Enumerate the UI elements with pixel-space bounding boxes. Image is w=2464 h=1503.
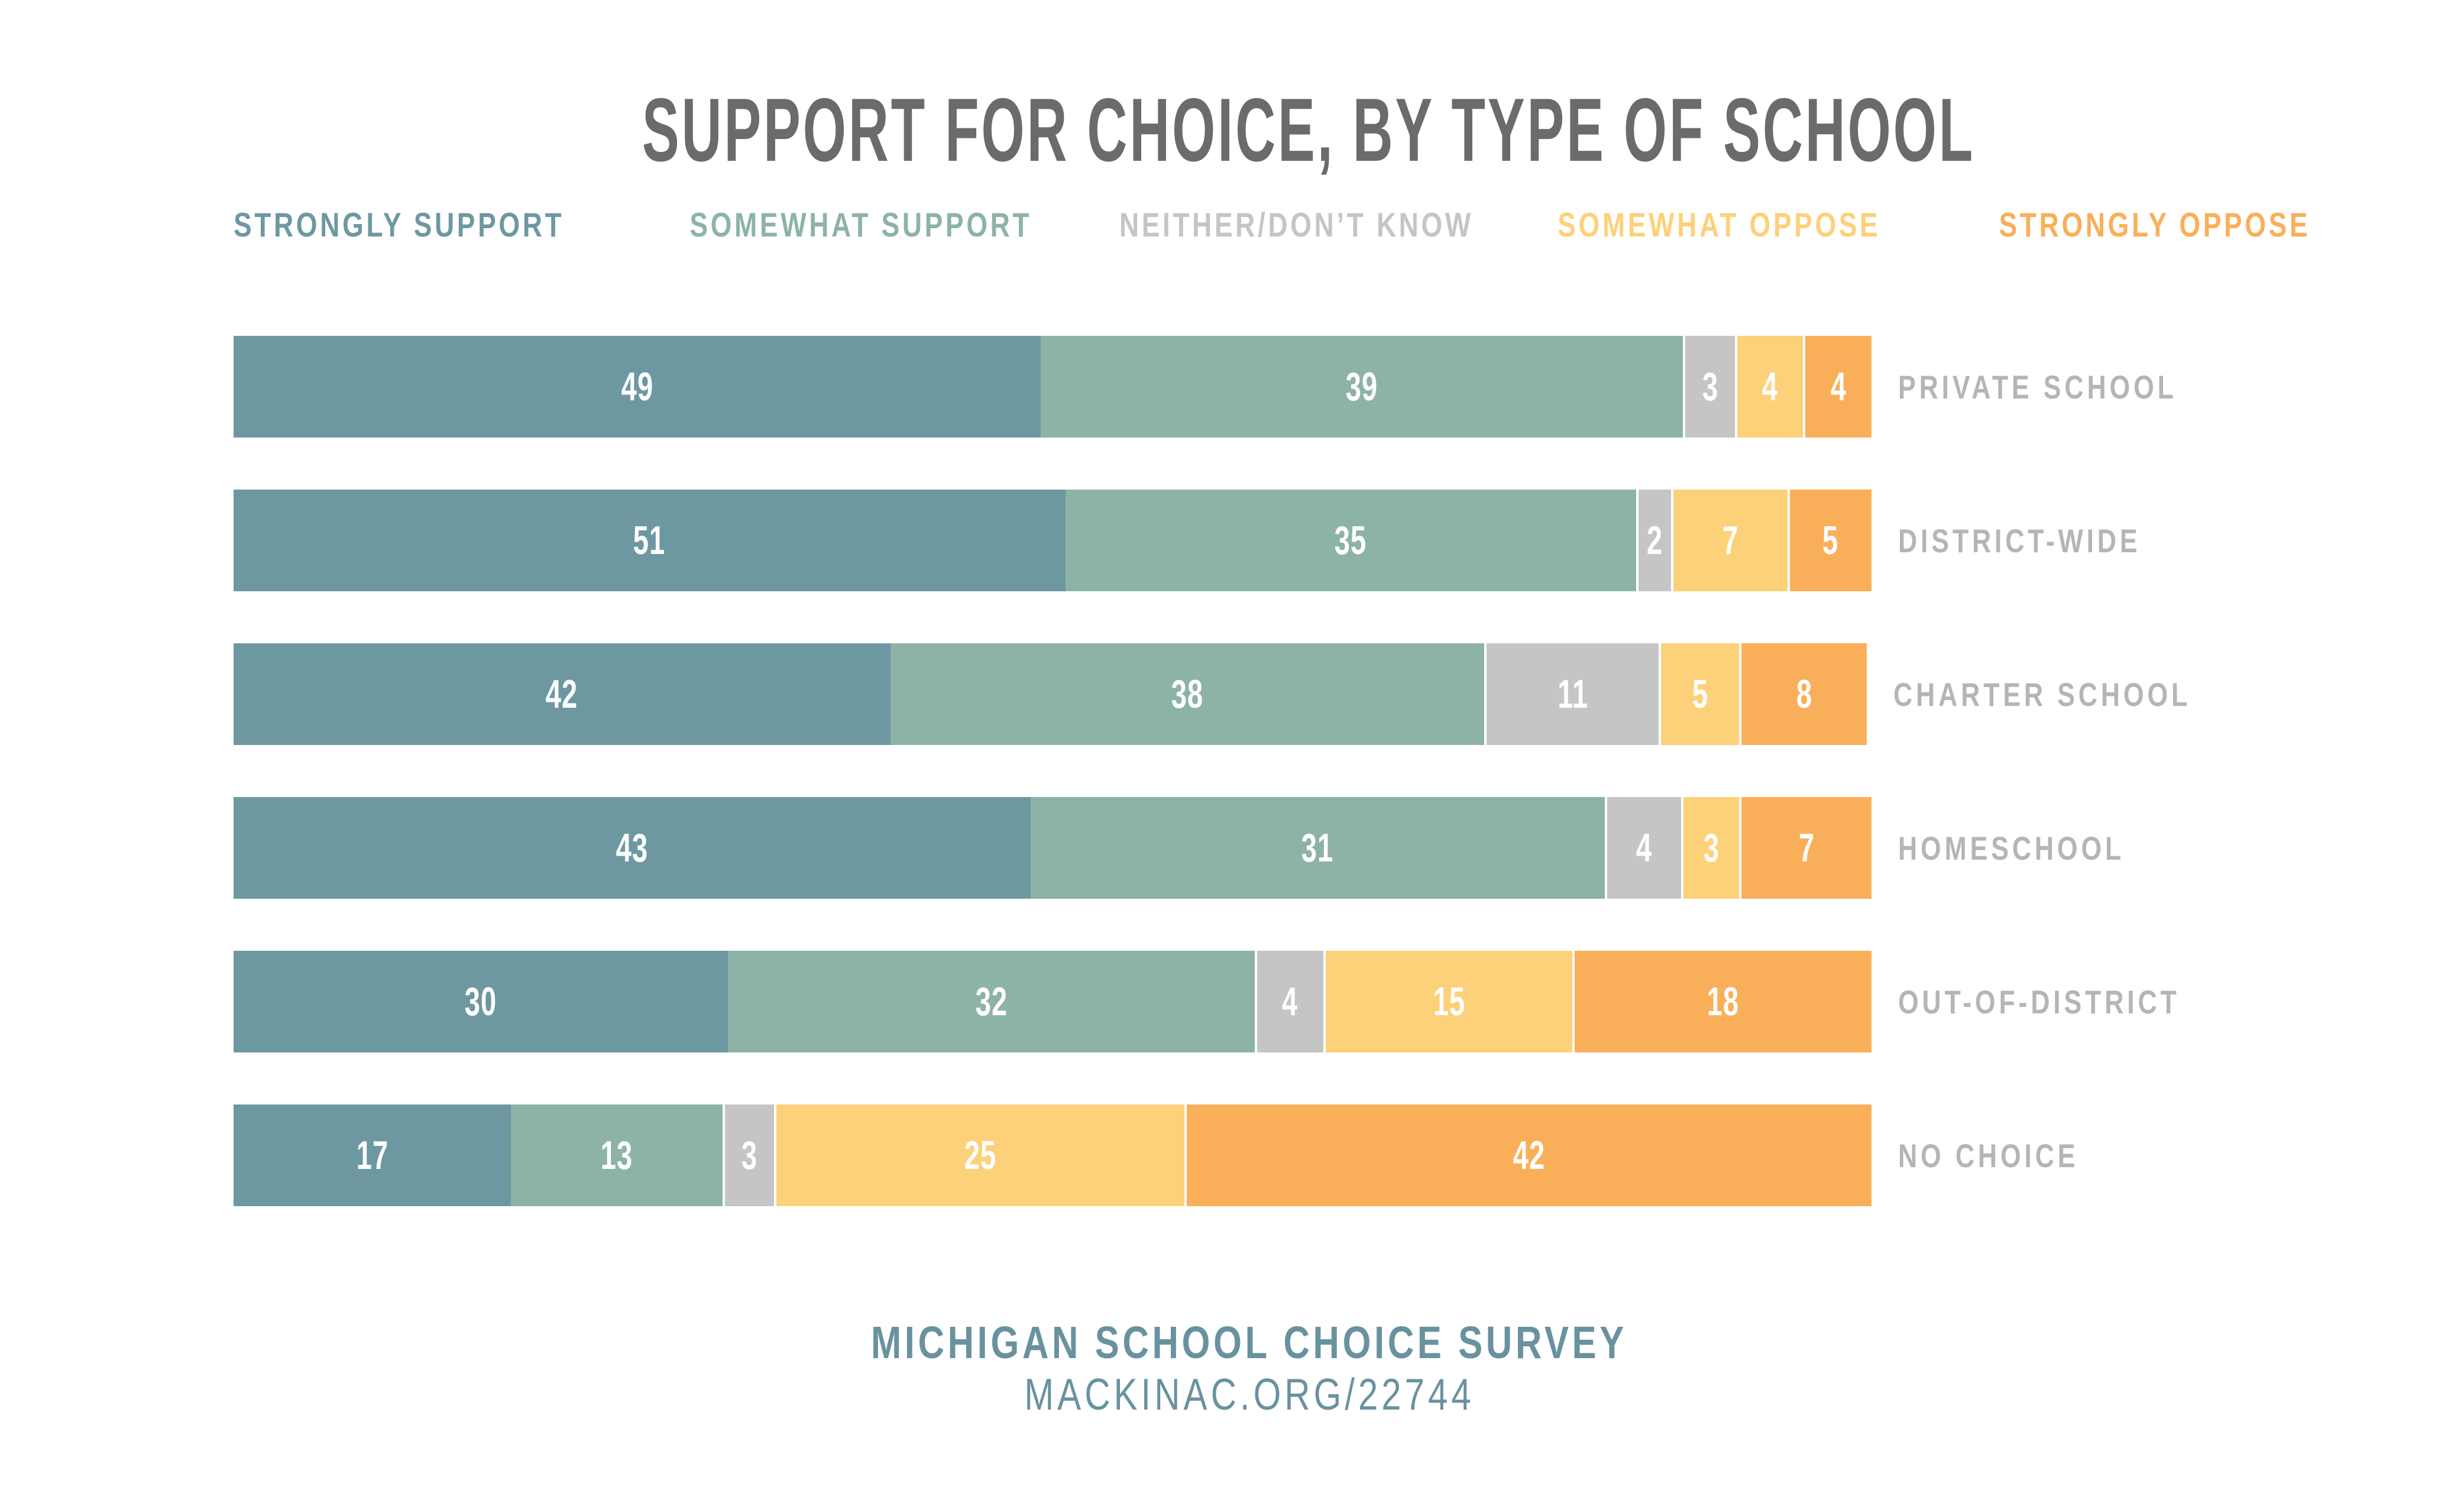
bar-segment: 49: [234, 335, 1041, 438]
segment-value: 5: [1822, 518, 1839, 563]
segment-value: 4: [1636, 825, 1653, 870]
segment-value: 2: [1646, 518, 1663, 563]
stacked-bar: 42 38 11 5 8: [234, 643, 1867, 746]
bar-segment: 38: [890, 643, 1485, 746]
chart-title: SUPPORT FOR CHOICE, BY TYPE OF SCHOOL: [234, 79, 2265, 182]
bar-segment: 3: [1681, 797, 1740, 899]
bar-segment: 7: [1670, 489, 1788, 592]
bar-segment: 3: [723, 1104, 775, 1207]
footer-url-text: MACKINAC.ORG/22744: [1024, 1369, 1475, 1419]
bars-area: 49 39 3 4 4 PRIVATE SCHOOL 51 35 2 7 5 DISTRICT-WID…: [234, 335, 2265, 1258]
bar-segment: 25: [774, 1104, 1184, 1207]
legend-item: NEITHER/DON’T KNOW: [1119, 206, 1474, 244]
segment-value: 4: [1762, 364, 1779, 409]
segment-value: 42: [546, 672, 578, 717]
segment-value: 49: [621, 364, 653, 409]
bar-segment: 7: [1739, 797, 1872, 899]
segment-value: 4: [1830, 364, 1847, 409]
bar-segment: 15: [1323, 951, 1573, 1053]
segment-value: 31: [1301, 825, 1334, 870]
bar-segment: 8: [1739, 643, 1867, 746]
segment-value: 7: [1722, 518, 1739, 563]
bar-row: 51 35 2 7 5 DISTRICT-WIDE: [234, 489, 2265, 592]
stacked-bar: 43 31 4 3 7: [234, 797, 1872, 899]
bar-segment: 4: [1605, 797, 1682, 899]
footer-source-text: MICHIGAN SCHOOL CHOICE SURVEY: [871, 1317, 1628, 1369]
row-label-text: DISTRICT-WIDE: [1898, 521, 2141, 559]
segment-value: 30: [464, 979, 497, 1024]
segment-value: 43: [616, 825, 649, 870]
segment-value: 25: [964, 1133, 997, 1178]
bar-segment: 17: [234, 1104, 511, 1207]
bar-segment: 51: [234, 489, 1066, 592]
segment-value: 51: [633, 518, 666, 563]
row-label: CHARTER SCHOOL: [1893, 675, 2265, 714]
row-label: NO CHOICE: [1898, 1136, 2124, 1175]
bar-segment: 30: [234, 951, 728, 1053]
bar-row: 30 32 4 15 18 OUT-OF-DISTRICT: [234, 951, 2265, 1053]
row-label: DISTRICT-WIDE: [1898, 521, 2201, 560]
row-label-text: PRIVATE SCHOOL: [1898, 368, 2177, 406]
bar-segment: 5: [1659, 643, 1740, 746]
bar-row: 43 31 4 3 7 HOMESCHOOL: [234, 797, 2265, 899]
bar-row: 42 38 11 5 8 CHARTER SCHOOL: [234, 643, 2265, 746]
row-label-text: CHARTER SCHOOL: [1893, 675, 2191, 713]
segment-value: 18: [1707, 979, 1740, 1024]
chart-content: SUPPORT FOR CHOICE, BY TYPE OF SCHOOL ST…: [234, 0, 2308, 1503]
bar-segment: 11: [1484, 643, 1659, 746]
segment-value: 3: [1702, 364, 1718, 409]
footer-source: MICHIGAN SCHOOL CHOICE SURVEY: [234, 1317, 2265, 1369]
bar-row: 17 13 3 25 42 NO CHOICE: [234, 1104, 2265, 1207]
segment-value: 39: [1345, 364, 1378, 409]
segment-value: 15: [1433, 979, 1465, 1024]
row-label-text: HOMESCHOOL: [1898, 829, 2125, 867]
bar-segment: 42: [1184, 1104, 1872, 1207]
legend-item: SOMEWHAT OPPOSE: [1558, 206, 1881, 244]
segment-value: 3: [742, 1133, 758, 1178]
segment-value: 13: [600, 1133, 633, 1178]
bar-segment: 5: [1787, 489, 1872, 592]
bar-segment: 13: [510, 1104, 723, 1207]
bar-segment: 3: [1683, 335, 1735, 438]
segment-value: 5: [1692, 672, 1708, 717]
segment-value: 4: [1282, 979, 1299, 1024]
bar-segment: 39: [1041, 335, 1683, 438]
footer-url: MACKINAC.ORG/22744: [234, 1369, 2265, 1420]
stacked-bar: 49 39 3 4 4: [234, 335, 1872, 438]
bar-segment: 42: [234, 643, 891, 746]
row-label: PRIVATE SCHOOL: [1898, 368, 2247, 406]
legend-item: SOMEWHAT SUPPORT: [689, 206, 1032, 244]
segment-value: 32: [975, 979, 1008, 1024]
row-label: OUT-OF-DISTRICT: [1898, 983, 2251, 1021]
bar-segment: 31: [1030, 797, 1605, 899]
row-label-text: NO CHOICE: [1898, 1136, 2079, 1174]
bar-segment: 2: [1636, 489, 1671, 592]
bar-segment: 35: [1065, 489, 1636, 592]
segment-value: 38: [1171, 672, 1204, 717]
segment-value: 7: [1798, 825, 1815, 870]
legend-item: STRONGLY OPPOSE: [1999, 206, 2311, 244]
segment-value: 17: [356, 1133, 388, 1178]
bar-segment: 4: [1803, 335, 1872, 438]
chart-title-text: SUPPORT FOR CHOICE, BY TYPE OF SCHOOL: [642, 80, 1976, 181]
bar-segment: 43: [234, 797, 1031, 899]
segment-value: 35: [1334, 518, 1367, 563]
stacked-bar: 17 13 3 25 42: [234, 1104, 1872, 1207]
segment-value: 11: [1557, 672, 1588, 717]
segment-value: 3: [1703, 825, 1720, 870]
stacked-bar: 51 35 2 7 5: [234, 489, 1872, 592]
row-label: HOMESCHOOL: [1898, 829, 2181, 867]
stacked-bar: 30 32 4 15 18: [234, 951, 1872, 1053]
bar-segment: 32: [727, 951, 1255, 1053]
bar-segment: 4: [1734, 335, 1804, 438]
legend-item: STRONGLY SUPPORT: [234, 206, 565, 244]
segment-value: 8: [1796, 672, 1812, 717]
row-label-text: OUT-OF-DISTRICT: [1898, 983, 2180, 1021]
bar-row: 49 39 3 4 4 PRIVATE SCHOOL: [234, 335, 2265, 438]
bar-segment: 4: [1255, 951, 1323, 1053]
chart-legend: STRONGLY SUPPORT SOMEWHAT SUPPORT NEITHER/…: [234, 206, 2308, 245]
bar-segment: 18: [1572, 951, 1872, 1053]
segment-value: 42: [1513, 1133, 1545, 1178]
